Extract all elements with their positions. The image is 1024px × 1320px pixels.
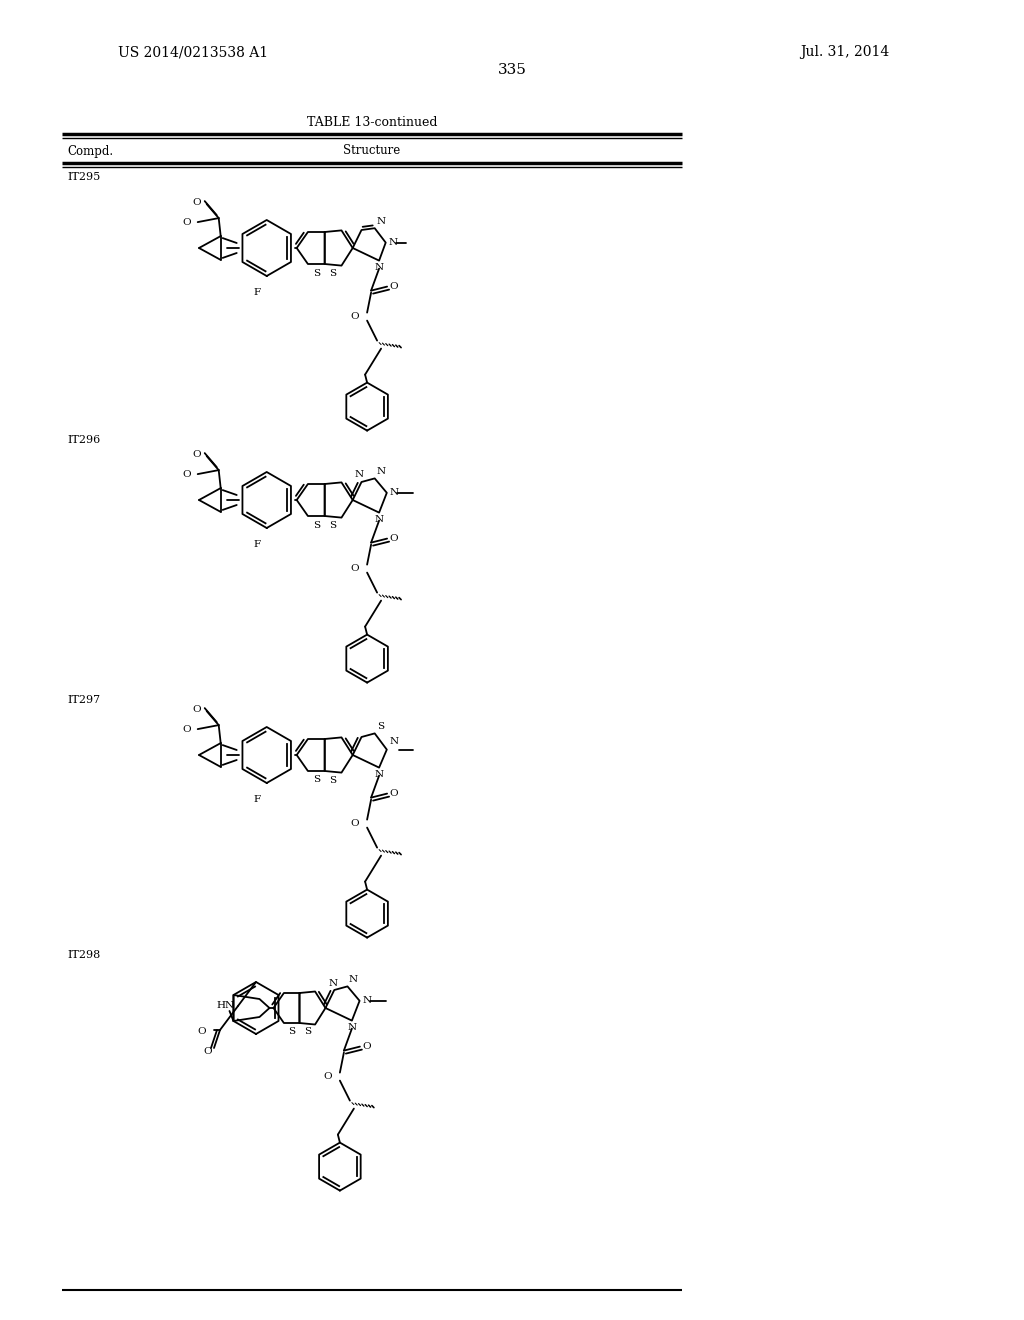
Text: TABLE 13-continued: TABLE 13-continued — [307, 116, 437, 128]
Text: S: S — [312, 776, 319, 784]
Text: O: O — [182, 470, 190, 479]
Text: O: O — [350, 820, 359, 828]
Text: N: N — [390, 488, 399, 498]
Text: S: S — [377, 722, 384, 731]
Text: O: O — [350, 564, 359, 573]
Text: O: O — [324, 1072, 332, 1081]
Text: S: S — [312, 268, 319, 277]
Text: O: O — [193, 198, 201, 207]
Text: N: N — [347, 1023, 356, 1032]
Text: US 2014/0213538 A1: US 2014/0213538 A1 — [118, 45, 268, 59]
Text: N: N — [355, 470, 365, 479]
Text: IT295: IT295 — [67, 172, 100, 182]
Text: IT296: IT296 — [67, 436, 100, 445]
Text: S: S — [330, 269, 337, 279]
Text: HN: HN — [216, 1001, 234, 1010]
Text: F: F — [253, 540, 260, 549]
Text: IT297: IT297 — [67, 696, 100, 705]
Text: N: N — [377, 467, 386, 477]
Text: F: F — [253, 288, 260, 297]
Text: N: N — [375, 263, 384, 272]
Text: Compd.: Compd. — [67, 144, 113, 157]
Text: S: S — [288, 1027, 295, 1036]
Text: O: O — [193, 450, 201, 458]
Text: O: O — [198, 1027, 206, 1036]
Text: F: F — [253, 795, 260, 804]
Text: O: O — [182, 218, 190, 227]
Text: O: O — [193, 705, 201, 714]
Text: N: N — [375, 770, 384, 779]
Text: O: O — [389, 535, 397, 543]
Text: Structure: Structure — [343, 144, 400, 157]
Text: O: O — [389, 282, 397, 292]
Text: O: O — [182, 725, 190, 734]
Text: N: N — [389, 238, 398, 247]
Text: N: N — [377, 218, 386, 226]
Text: N: N — [348, 975, 357, 985]
Text: 335: 335 — [498, 63, 526, 77]
Text: IT298: IT298 — [67, 950, 100, 960]
Text: O: O — [389, 789, 397, 799]
Text: N: N — [375, 515, 384, 524]
Text: O: O — [361, 1041, 371, 1051]
Text: S: S — [330, 776, 337, 785]
Text: S: S — [330, 521, 337, 531]
Text: N: N — [362, 997, 372, 1006]
Text: N: N — [390, 737, 399, 746]
Text: O: O — [204, 1048, 212, 1056]
Text: Jul. 31, 2014: Jul. 31, 2014 — [800, 45, 889, 59]
Text: N: N — [329, 979, 338, 987]
Text: S: S — [304, 1027, 311, 1036]
Text: O: O — [350, 312, 359, 321]
Text: S: S — [312, 520, 319, 529]
